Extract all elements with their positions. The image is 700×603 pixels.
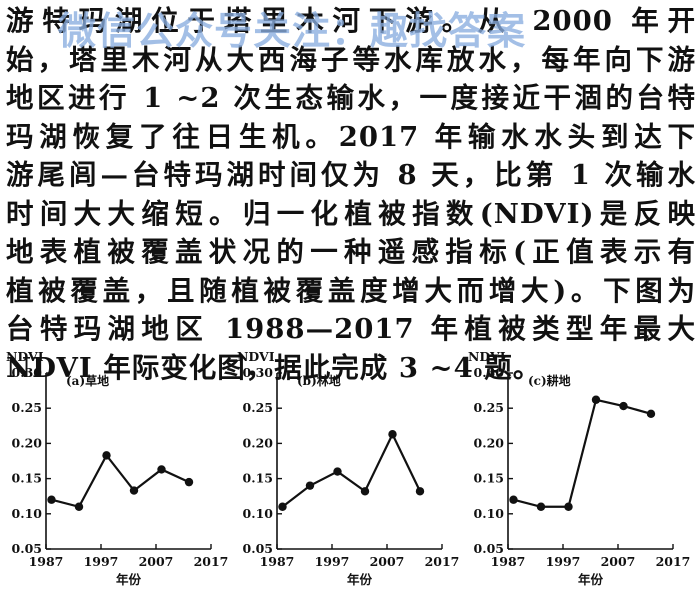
y-tick-label: 0.20 xyxy=(474,435,505,450)
data-point xyxy=(278,502,287,511)
question-line: NDVI 年际变化图，据此完成 3 ~4 题。 xyxy=(6,351,542,384)
question-line: 植被覆盖，且随植被覆盖度增大而增大)。下图为 xyxy=(6,274,696,307)
x-axis-title: 年份 xyxy=(347,572,373,587)
x-tick-label: 1997 xyxy=(546,554,581,569)
data-point xyxy=(388,430,397,439)
question-line: 始，塔里木河从大西海子等水库放水，每年向下游 xyxy=(6,43,696,76)
y-tick-label: 0.10 xyxy=(12,506,43,521)
y-tick-label: 0.30 xyxy=(474,365,505,380)
data-point xyxy=(509,495,518,504)
question-text: 游特玛湖位于塔里木河下游。从 2000 年开 始，塔里木河从大西海子等水库放水，… xyxy=(6,2,696,387)
watermark-text: 微信公众号关注：趣找答案 xyxy=(58,9,527,53)
data-point xyxy=(415,487,425,496)
data-point xyxy=(333,467,342,476)
data-point xyxy=(47,495,56,504)
question-line: 游尾闾—台特玛湖时间仅为 8 天，比第 1 次输水 xyxy=(6,159,696,191)
y-tick-label: 0.20 xyxy=(12,435,43,450)
question-line: 台特玛湖地区 1988—2017 年植被类型年最大 xyxy=(6,313,696,345)
data-point xyxy=(536,502,546,511)
y-tick-label: 0.10 xyxy=(474,506,505,521)
y-tick-label: 0.05 xyxy=(12,541,42,556)
chart-farmland: 0.05 0.10 0.15 0.20 0.25 0.30 1987 1997 2007 2017… xyxy=(462,347,690,603)
y-tick-label: 0.30 xyxy=(12,365,43,380)
y-tick-label: 0.15 xyxy=(474,471,504,486)
y-tick-label: 0.25 xyxy=(243,400,273,415)
data-point xyxy=(360,487,370,496)
x-axis-title: 年份 xyxy=(578,572,604,587)
y-axis-title: NDVI xyxy=(468,349,506,364)
y-tick-label: 0.05 xyxy=(474,541,504,556)
question-line: 地区进行 1 ~2 次生态输水，一度接近干涸的台特 xyxy=(6,82,696,114)
question-line: 地表植被覆盖状况的一种遥感指标(正值表示有 xyxy=(6,236,696,268)
chart-title: (c)耕地 xyxy=(528,373,571,388)
x-tick-label: 2017 xyxy=(194,554,229,569)
y-tick-label: 0.20 xyxy=(243,435,274,450)
x-tick-label: 1987 xyxy=(260,554,295,569)
x-axis-title: 年份 xyxy=(116,572,142,587)
chart-svg-forest: 0.05 0.10 0.15 0.20 0.25 0.30 1987 1997 2007 2017… xyxy=(237,349,460,587)
x-tick-label: 1997 xyxy=(315,554,350,569)
y-tick-label: 0.25 xyxy=(12,400,42,415)
y-axis-title: NDVI xyxy=(6,349,44,364)
series-line xyxy=(281,431,421,508)
data-point xyxy=(74,502,84,511)
x-tick-label: 1987 xyxy=(491,554,526,569)
chart-svg-grassland: 0.05 0.10 0.15 0.20 0.25 0.30 1987 1997 2007 2017… xyxy=(6,349,229,587)
x-tick-label: 2007 xyxy=(601,554,636,569)
y-tick-label: 0.15 xyxy=(243,471,273,486)
y-tick-label: 0.10 xyxy=(243,506,274,521)
chart-title: (b)林地 xyxy=(297,373,341,388)
data-point xyxy=(184,477,194,487)
chart-forest: 0.05 0.10 0.15 0.20 0.25 0.30 1987 1997 2007 2017… xyxy=(231,347,459,603)
question-line: 时间大大缩短。归一化植被指数(NDVI)是反映 xyxy=(6,197,696,230)
question-line: 游特玛湖位于塔里木河下游。从 2000 年开 xyxy=(6,5,696,37)
chart-grassland: 0.05 0.10 0.15 0.20 0.25 0.30 1987 1997 2007 2017… xyxy=(0,347,228,603)
data-point xyxy=(619,401,628,411)
question-line: 玛湖恢复了往日生机。2017 年输水水头到达下 xyxy=(6,120,696,153)
y-tick-label: 0.05 xyxy=(243,541,273,556)
data-point xyxy=(129,486,139,495)
x-tick-label: 2007 xyxy=(139,554,174,569)
chart-svg-farmland: 0.05 0.10 0.15 0.20 0.25 0.30 1987 1997 2007 2017… xyxy=(468,349,691,587)
y-axis-title: NDVI xyxy=(237,349,275,364)
series-line xyxy=(51,453,190,509)
chart-title: (a)草地 xyxy=(66,373,109,388)
x-tick-label: 1997 xyxy=(84,554,119,569)
x-tick-label: 2017 xyxy=(656,554,691,569)
data-point xyxy=(157,465,166,474)
y-tick-label: 0.25 xyxy=(474,400,504,415)
series-line xyxy=(513,398,652,508)
data-point xyxy=(102,451,111,460)
data-point xyxy=(646,409,656,419)
y-tick-label: 0.15 xyxy=(12,471,42,486)
x-tick-label: 2017 xyxy=(425,554,460,569)
data-point xyxy=(305,481,315,490)
data-point xyxy=(564,502,573,511)
y-tick-label: 0.30 xyxy=(243,365,274,380)
x-tick-label: 1987 xyxy=(29,554,64,569)
x-tick-label: 2007 xyxy=(370,554,405,569)
data-point xyxy=(591,395,601,404)
